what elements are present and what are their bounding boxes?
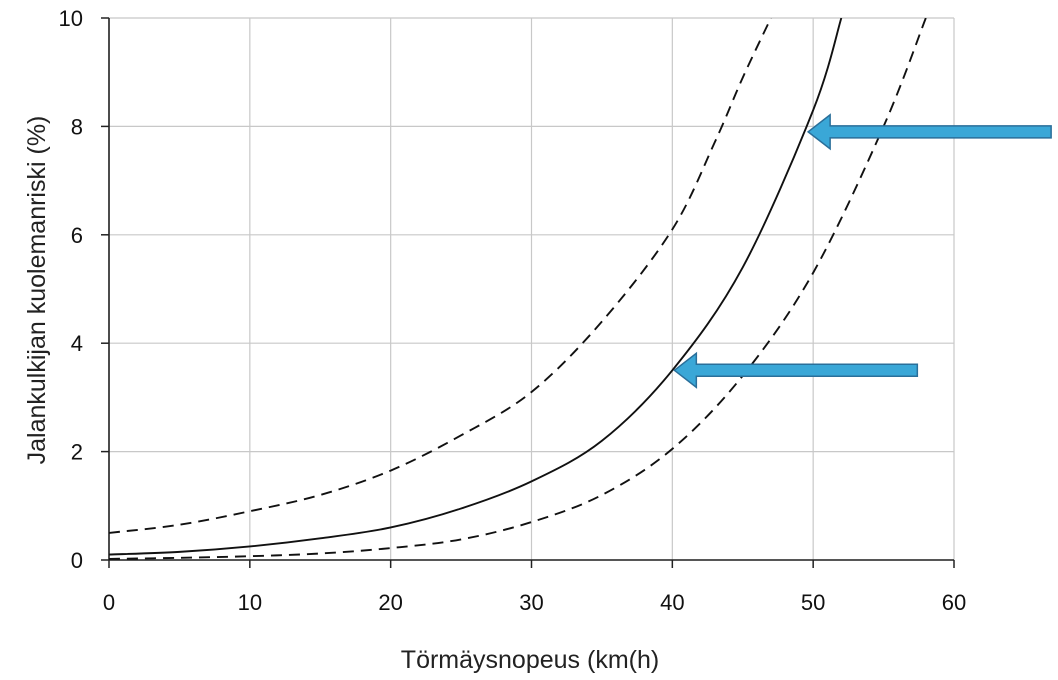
x-tick-label: 10 bbox=[238, 590, 262, 615]
y-tick-label: 6 bbox=[71, 223, 83, 248]
series-group bbox=[109, 18, 927, 560]
y-tick-label: 2 bbox=[71, 440, 83, 465]
x-tick-label: 50 bbox=[801, 590, 825, 615]
solid-series-line bbox=[109, 18, 843, 556]
arrow-annotation bbox=[806, 113, 1052, 151]
x-tick-label: 40 bbox=[660, 590, 684, 615]
dashed-series-line-1 bbox=[109, 18, 772, 534]
x-tick-label: 20 bbox=[378, 590, 402, 615]
x-tick-label: 60 bbox=[942, 590, 966, 615]
dashed-series-line-2 bbox=[109, 18, 927, 560]
x-tick-label: 30 bbox=[519, 590, 543, 615]
y-axis-label: Jalankulkijan kuolemanriski (%) bbox=[23, 116, 51, 465]
y-tick-labels: 0 2 4 6 8 10 bbox=[59, 6, 83, 573]
x-axis-label: Törmäysnopeus (km(h) bbox=[401, 646, 659, 674]
arrow-annotation bbox=[673, 351, 919, 389]
axes bbox=[101, 17, 955, 568]
grid bbox=[108, 17, 955, 561]
y-tick-label: 10 bbox=[59, 6, 83, 31]
annotations bbox=[673, 113, 1052, 389]
y-tick-label: 0 bbox=[71, 548, 83, 573]
y-tick-label: 4 bbox=[71, 331, 83, 356]
x-tick-labels: 0 10 20 30 40 50 60 bbox=[103, 590, 966, 615]
y-tick-label: 8 bbox=[71, 114, 83, 139]
x-tick-label: 0 bbox=[103, 590, 115, 615]
